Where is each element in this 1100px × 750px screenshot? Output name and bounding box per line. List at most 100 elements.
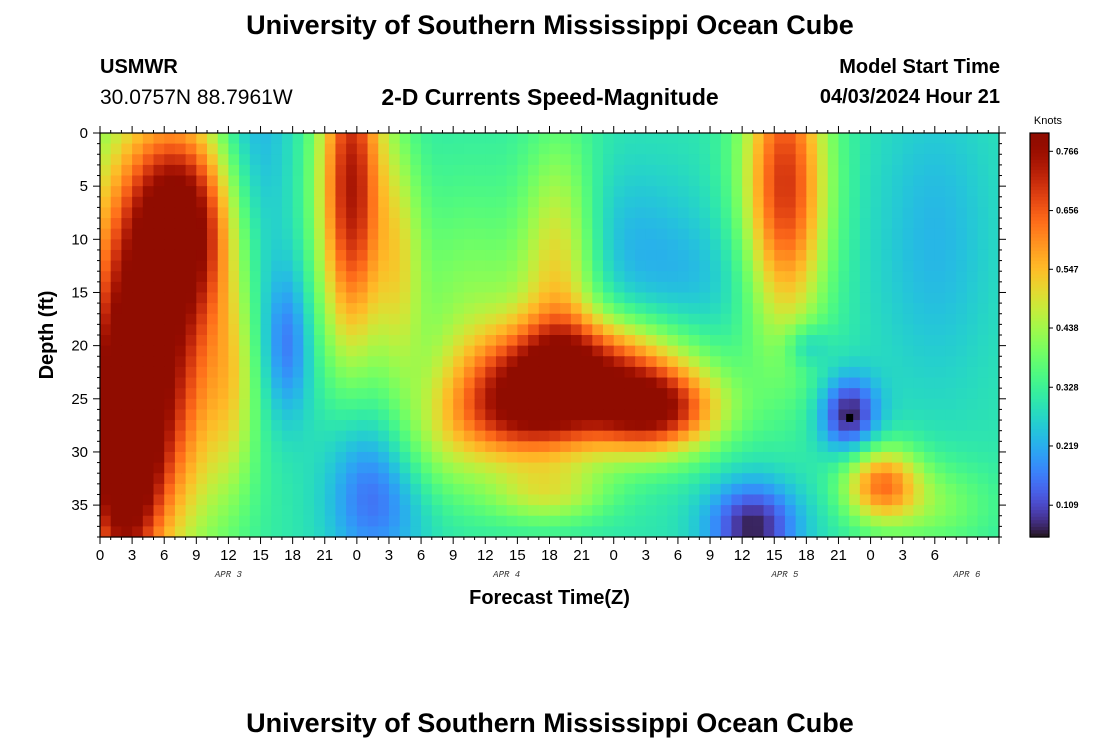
heatmap-cell [314, 398, 326, 411]
heatmap-cell [356, 505, 369, 517]
heatmap-cell [817, 292, 829, 304]
heatmap-cell [356, 451, 369, 464]
heatmap-cell [303, 345, 315, 357]
heatmap-cell [346, 473, 358, 485]
heatmap-cell [881, 388, 893, 400]
heatmap-cell [303, 313, 315, 325]
heatmap-cell [324, 303, 337, 315]
heatmap-cell [249, 483, 262, 496]
colorbar-swatch [1030, 240, 1049, 245]
heatmap-cell [314, 175, 326, 187]
heatmap-cell [239, 366, 251, 379]
heatmap-cell [988, 430, 1000, 442]
heatmap-cell [528, 303, 540, 315]
heatmap-cell [217, 271, 230, 283]
heatmap-cell [752, 218, 765, 230]
heatmap-cell [795, 377, 807, 389]
heatmap-cell [228, 249, 240, 262]
colorbar-swatch [1030, 442, 1049, 447]
heatmap-cell [817, 494, 829, 506]
heatmap-cell [249, 377, 262, 389]
heatmap-cell [292, 515, 304, 527]
heatmap-cell [378, 260, 390, 272]
heatmap-cell [603, 366, 615, 379]
heatmap-cell [710, 239, 722, 251]
heatmap-cell [570, 505, 583, 517]
heatmap-cell [603, 451, 615, 464]
heatmap-cell [303, 143, 315, 155]
heatmap-cell [410, 356, 422, 368]
heatmap-cell [603, 186, 615, 198]
heatmap-cell [581, 239, 593, 251]
heatmap-cell [635, 398, 647, 411]
heatmap-cell [977, 398, 989, 411]
heatmap-cell [592, 207, 604, 219]
heatmap-cell [849, 430, 861, 442]
heatmap-cell [463, 462, 476, 474]
heatmap-cell [849, 409, 861, 421]
heatmap-cell [656, 366, 668, 379]
heatmap-cell [881, 366, 893, 379]
heatmap-cell [442, 164, 454, 177]
heatmap-cell [645, 218, 658, 230]
heatmap-cell [966, 260, 979, 272]
heatmap-cell [913, 462, 925, 474]
heatmap-cell [517, 207, 529, 219]
heatmap-cell [463, 366, 476, 379]
heatmap-cell [453, 483, 465, 496]
heatmap-cell [346, 281, 358, 294]
heatmap-cell [667, 335, 679, 347]
heatmap-cell [260, 143, 272, 155]
heatmap-cell [281, 324, 294, 336]
heatmap-cell [378, 228, 390, 240]
heatmap-cell [281, 409, 294, 421]
heatmap-cell [710, 218, 722, 230]
colorbar-swatch [1030, 220, 1049, 225]
heatmap-cell [271, 260, 283, 272]
heatmap-cell [399, 133, 411, 145]
heatmap-cell [388, 228, 401, 240]
heatmap-cell [731, 186, 743, 198]
heatmap-cell [806, 175, 818, 187]
heatmap-cell [677, 462, 690, 474]
heatmap-cell [710, 175, 722, 187]
heatmap-cell [667, 175, 679, 187]
heatmap-cell [624, 420, 636, 432]
heatmap-cell [174, 143, 187, 155]
heatmap-cell [292, 271, 304, 283]
heatmap-cell [806, 303, 818, 315]
heatmap-cell [699, 175, 711, 187]
heatmap-cell [100, 186, 112, 198]
heatmap-cell [303, 441, 315, 453]
heatmap-cell [335, 292, 347, 304]
heatmap-cell [774, 292, 786, 304]
heatmap-cell [281, 218, 294, 230]
heatmap-cell [474, 505, 486, 517]
heatmap-cell [185, 218, 197, 230]
heatmap-cell [699, 366, 711, 379]
heatmap-cell [324, 218, 337, 230]
heatmap-cell [485, 133, 497, 145]
heatmap-cell [784, 366, 797, 379]
heatmap-cell [603, 356, 615, 368]
heatmap-cell [849, 526, 861, 538]
heatmap-cell [485, 175, 497, 187]
heatmap-cell [731, 271, 743, 283]
heatmap-cell [367, 430, 379, 442]
heatmap-cell [239, 271, 251, 283]
heatmap-cell [399, 483, 411, 496]
heatmap-cell [752, 186, 765, 198]
heatmap-cell [314, 324, 326, 336]
heatmap-cell [988, 366, 1000, 379]
heatmap-cell [549, 154, 561, 166]
heatmap-cell [795, 462, 807, 474]
heatmap-cell [624, 505, 636, 517]
heatmap-cell [196, 388, 208, 400]
heatmap-cell [806, 292, 818, 304]
heatmap-cell [635, 420, 647, 432]
heatmap-cell [924, 228, 936, 240]
heatmap-cell [100, 430, 112, 442]
heatmap-cell [570, 292, 583, 304]
heatmap-cell [945, 324, 957, 336]
heatmap-cell [528, 377, 540, 389]
